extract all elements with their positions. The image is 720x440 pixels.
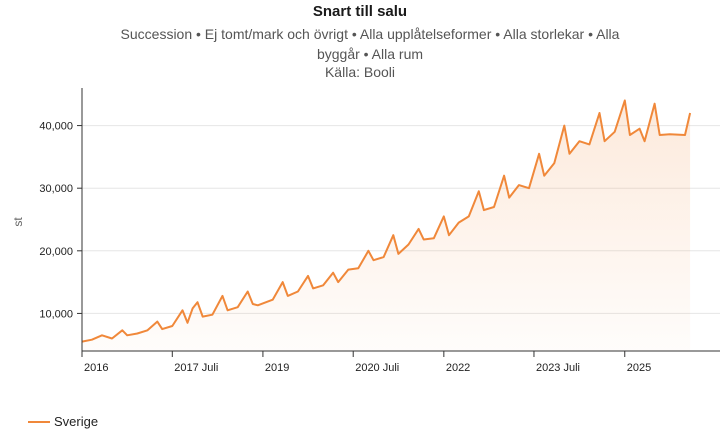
legend-line-swatch — [28, 420, 50, 423]
x-tick-label: 2025 — [627, 362, 651, 374]
y-tick-label: 30,000 — [39, 183, 73, 195]
x-tick-label: 2022 — [446, 362, 470, 374]
y-tick-label: 20,000 — [39, 246, 73, 258]
y-tick-label: 40,000 — [39, 121, 73, 133]
y-axis-label: st — [11, 217, 25, 227]
x-tick-label: 2019 — [265, 362, 289, 374]
x-tick-label: 2023 Juli — [536, 362, 580, 374]
legend-label-sverige: Sverige — [54, 414, 99, 429]
y-tick-label: 10,000 — [39, 308, 73, 320]
series-line-layer — [81, 99, 692, 343]
series-area-sverige — [82, 100, 691, 351]
x-tick-label: 2020 Juli — [355, 362, 399, 374]
x-tick-label: 2016 — [84, 362, 108, 374]
x-tick-label: 2017 Juli — [174, 362, 218, 374]
area-fill-layer — [82, 100, 691, 351]
chart-source: Källa: Booli — [324, 64, 396, 80]
axis-layer: 10,000 20,000 30,000 40,000 2016 2017 Juli 201… — [39, 88, 720, 374]
chart-title: Snart till salu — [312, 3, 408, 20]
series-line-sverige[interactable] — [81, 99, 692, 343]
chart-subtitle: Succession • Ej tomt/mark och övrigt • A… — [120, 26, 620, 62]
legend[interactable]: Sverige — [28, 414, 98, 429]
